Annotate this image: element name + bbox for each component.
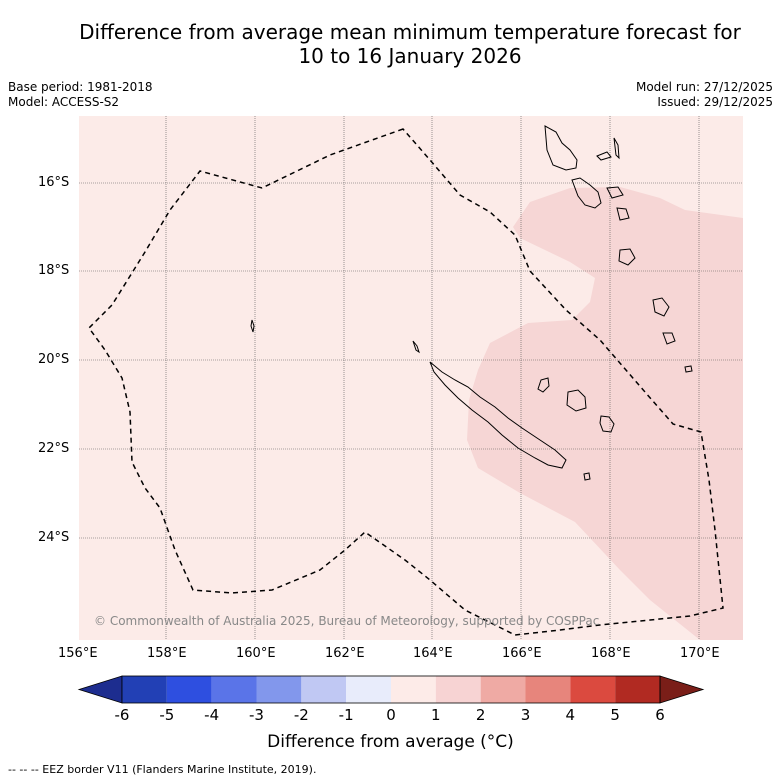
- ambae-coast: [596, 151, 612, 161]
- tanna-coast: [652, 297, 670, 317]
- colorbar-swatch: [301, 676, 347, 703]
- map-title-line-2: 10 to 16 January 2026: [298, 44, 522, 68]
- lon-label-166e: 166°E: [502, 646, 542, 661]
- graticule: [79, 116, 743, 640]
- colorbar-tick-label: 5: [610, 706, 620, 724]
- lat-label-24s: 24°S: [38, 530, 70, 545]
- issued-date: Issued: 29/12/2025: [657, 95, 773, 109]
- colorbar-swatch: [615, 676, 660, 703]
- pentecost-coast: [606, 186, 624, 199]
- colorbar-title: Difference from average (°C): [267, 732, 514, 752]
- colorbar-over-arrow: [659, 675, 705, 704]
- colorbar-tick-label: -4: [204, 706, 220, 724]
- hunter-island-coast: [684, 365, 693, 373]
- colorbar-tick-label: 6: [655, 706, 665, 724]
- colorbar-swatch: [256, 676, 302, 703]
- chesterfield-reef-coast: [250, 319, 255, 333]
- colorbar-swatch: [166, 676, 212, 703]
- colorbar-tick-label: -2: [293, 706, 309, 724]
- lon-label-156e: 156°E: [58, 646, 98, 661]
- colorbar: [77, 675, 705, 704]
- anomaly-region-east: [467, 187, 743, 640]
- copyright-notice: © Commonwealth of Australia 2025, Bureau…: [94, 614, 600, 628]
- maewo-coast: [613, 137, 620, 160]
- isle-of-pines-coast: [583, 472, 591, 481]
- colorbar-swatch: [435, 676, 481, 703]
- belep-islands-coast: [412, 340, 420, 354]
- lat-label-20s: 20°S: [38, 352, 70, 367]
- colorbar-swatch: [211, 676, 257, 703]
- map-title-line-1: Difference from average mean minimum tem…: [79, 20, 741, 44]
- lon-label-162e: 162°E: [325, 646, 365, 661]
- colorbar-tick-label: -6: [114, 706, 130, 724]
- loyalty-island-mare: [599, 415, 615, 433]
- lon-label-160e: 160°E: [236, 646, 276, 661]
- espiritu-santo-coast: [544, 125, 578, 171]
- meta-right: Model run: 27/12/2025 Issued: 29/12/2025: [636, 80, 773, 110]
- lat-label-18s: 18°S: [38, 263, 70, 278]
- base-period: Base period: 1981-2018: [8, 80, 153, 94]
- colorbar-tick-label: 0: [386, 706, 396, 724]
- colorbar-swatch: [346, 676, 391, 703]
- colorbar-tick-label: -3: [249, 706, 264, 724]
- lon-label-158e: 158°E: [147, 646, 187, 661]
- loyalty-island-ouvea: [537, 377, 550, 393]
- erromango-coast: [618, 248, 636, 266]
- lat-label-22s: 22°S: [38, 441, 70, 456]
- new-caledonia-coast: [429, 361, 567, 469]
- loyalty-island-lifou: [566, 389, 587, 412]
- eez-footnote: -- -- -- EEZ border V11 (Flanders Marine…: [8, 763, 317, 776]
- model-name: Model: ACCESS-S2: [8, 95, 120, 109]
- colorbar-tick-label: 3: [520, 706, 531, 724]
- colorbar-tick-label: 2: [475, 706, 486, 724]
- lat-label-16s: 16°S: [38, 175, 70, 190]
- colorbar-swatch: [122, 676, 167, 703]
- colorbar-swatch: [480, 676, 526, 703]
- malekula-coast: [571, 177, 602, 209]
- lon-label-164e: 164°E: [413, 646, 453, 661]
- aneityum-coast: [662, 332, 676, 345]
- lon-label-170e: 170°E: [680, 646, 720, 661]
- colorbar-frame: [121, 675, 661, 704]
- colorbar-tick-label: 4: [565, 706, 576, 724]
- coastlines: [250, 125, 693, 481]
- colorbar-swatch: [525, 676, 571, 703]
- meta-left: Base period: 1981-2018 Model: ACCESS-S2: [8, 80, 153, 110]
- colorbar-tick-label: -1: [338, 706, 354, 724]
- colorbar-under-arrow: [77, 675, 123, 704]
- model-run: Model run: 27/12/2025: [635, 80, 773, 94]
- colorbar-swatch: [570, 676, 616, 703]
- efate-coast: [616, 207, 630, 221]
- colorbar-tick-label: 1: [431, 706, 441, 724]
- lon-label-168e: 168°E: [591, 646, 631, 661]
- eez-border: [88, 128, 724, 636]
- colorbar-tick-label: -5: [159, 706, 175, 724]
- colorbar-swatch: [391, 676, 436, 703]
